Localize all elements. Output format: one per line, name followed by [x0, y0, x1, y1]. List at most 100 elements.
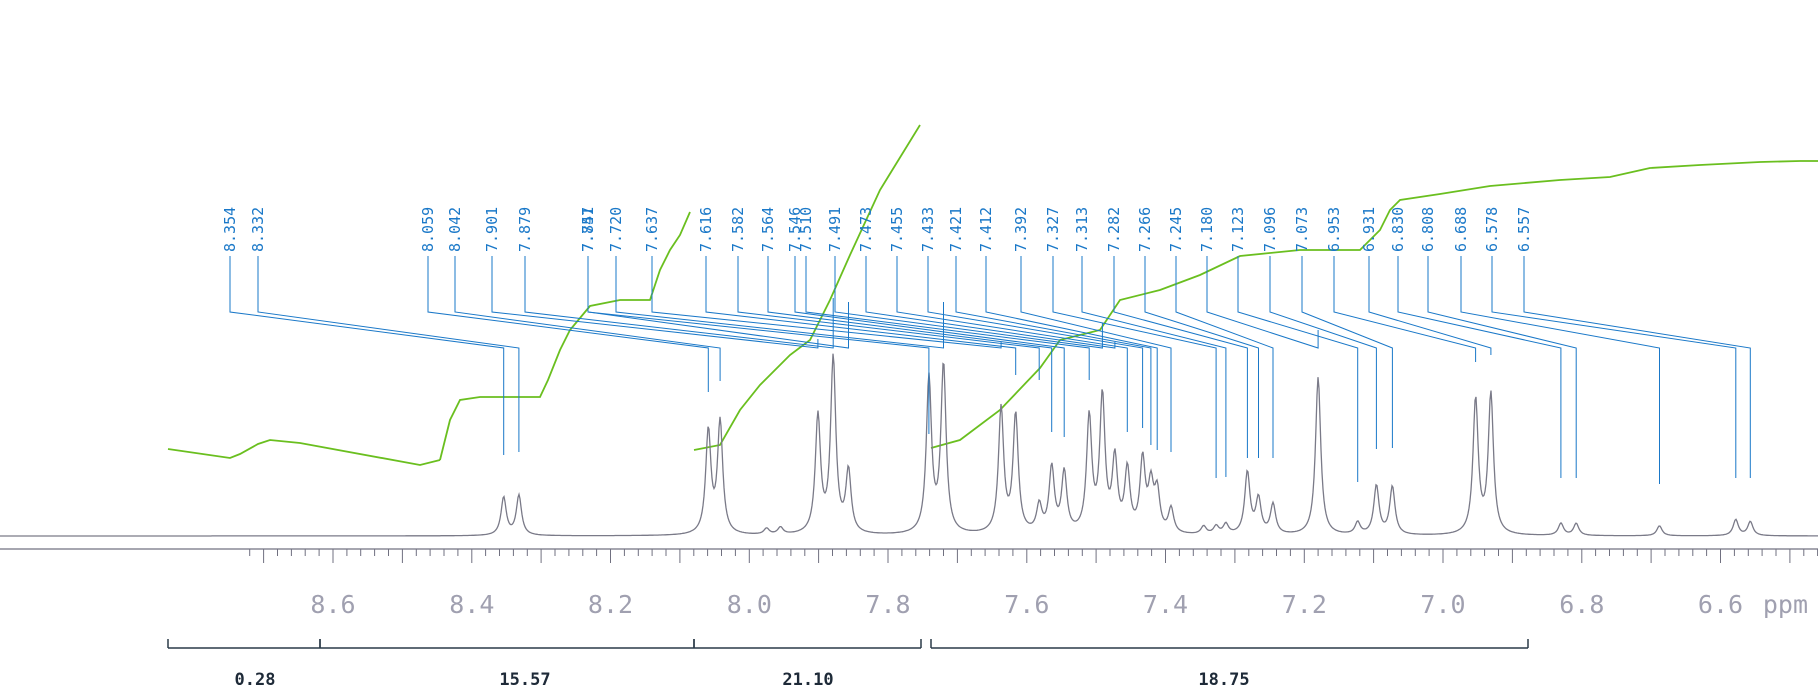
- peak-markers: 8.354 8.332 8.059 8.042 7.901 7.879 7.8577.741…: [221, 207, 1751, 484]
- peak-label: 7.741: [579, 207, 597, 252]
- peak-label: 6.557: [1515, 207, 1533, 252]
- peak-marker-line: [1460, 256, 1660, 484]
- tick-label: 8.2: [588, 590, 633, 619]
- peak-marker-line: [1237, 256, 1359, 482]
- peak-marker-line: [1333, 256, 1477, 362]
- integral-value: 0.28: [235, 670, 276, 690]
- peak-marker-line: [1301, 256, 1393, 448]
- integral-value: 15.57: [499, 670, 550, 690]
- peak-label: 8.042: [446, 207, 464, 252]
- peak-marker-line: [1113, 256, 1248, 458]
- peak-label: 7.245: [1167, 207, 1185, 252]
- tick-label: 7.6: [1004, 590, 1049, 619]
- integral-curve: [167, 439, 441, 466]
- tick-label: 8.0: [727, 590, 772, 619]
- peak-label: 7.455: [888, 207, 906, 252]
- peak-marker-line: [834, 256, 1103, 349]
- peak-marker-line: [1144, 256, 1259, 458]
- peak-label: 8.354: [221, 207, 239, 252]
- peak-label: 7.564: [759, 207, 777, 252]
- peak-marker-line: [1368, 256, 1492, 355]
- peak-marker-line: [229, 256, 505, 455]
- peak-marker-line: [454, 256, 721, 381]
- peak-label: 6.808: [1419, 207, 1437, 252]
- peak-marker-line: [1523, 256, 1751, 478]
- spectrum-line: [0, 353, 1818, 537]
- peak-marker-line: [1397, 256, 1562, 478]
- peak-label: 7.327: [1044, 207, 1062, 252]
- tick-label: 6.6: [1698, 590, 1743, 619]
- peak-marker-line: [1491, 256, 1737, 478]
- integral-value: 21.10: [782, 670, 833, 690]
- peak-label: 7.266: [1136, 207, 1154, 252]
- peak-label: 7.282: [1105, 207, 1123, 252]
- peak-label: 6.830: [1389, 207, 1407, 252]
- tick-label: 7.8: [865, 590, 910, 619]
- peak-marker-line: [491, 256, 819, 349]
- peak-marker-line: [794, 256, 1065, 437]
- peak-label: 7.857: [579, 207, 597, 252]
- tick-label: 7.4: [1143, 590, 1188, 619]
- peak-label: 7.720: [607, 207, 625, 252]
- integral-curves: [167, 124, 1818, 466]
- peak-marker-line: [524, 256, 834, 349]
- peak-label: 7.123: [1229, 207, 1247, 252]
- spectrum-trace: [0, 353, 1818, 537]
- tick-label: 8.6: [310, 590, 355, 619]
- peak-marker-line: [257, 256, 520, 452]
- peak-marker-line: [1081, 256, 1227, 477]
- peak-label: 7.433: [919, 207, 937, 252]
- peak-label: 7.510: [797, 207, 815, 252]
- peak-label: 8.332: [249, 207, 267, 252]
- peak-label: 8.059: [419, 207, 437, 252]
- peak-label: 7.073: [1293, 207, 1311, 252]
- peak-label: 7.582: [729, 207, 747, 252]
- peak-marker-line: [587, 256, 930, 434]
- peak-marker-line: [1269, 256, 1377, 449]
- peak-label: 7.637: [643, 207, 661, 252]
- peak-label: 7.616: [697, 207, 715, 252]
- peak-marker-line: [737, 256, 1040, 380]
- peak-label: 7.392: [1012, 207, 1030, 252]
- peak-label: 7.879: [516, 207, 534, 252]
- peak-marker-line: [955, 256, 1152, 445]
- tick-label: 6.8: [1559, 590, 1604, 619]
- peak-label: 6.578: [1483, 207, 1501, 252]
- integral-curve: [693, 124, 921, 451]
- peak-label: 6.953: [1325, 207, 1343, 252]
- peak-label: 7.901: [483, 207, 501, 252]
- integral-value: 18.75: [1198, 670, 1249, 690]
- x-axis-unit-label: ppm: [1763, 590, 1808, 619]
- peak-label: 7.180: [1198, 207, 1216, 252]
- peak-marker-line: [705, 256, 1017, 375]
- peak-label: 7.473: [857, 207, 875, 252]
- integral-brackets: 0.28 15.57 21.10 18.75: [167, 639, 1529, 690]
- peak-label: 7.491: [826, 207, 844, 252]
- peak-marker-line: [615, 256, 944, 349]
- peak-label: 7.412: [977, 207, 995, 252]
- peak-label: 7.313: [1073, 207, 1091, 252]
- peak-marker-line: [1175, 256, 1274, 458]
- peak-marker-line: [1206, 256, 1319, 349]
- peak-label: 7.546: [786, 207, 804, 252]
- ppm-axis: 8.68.48.28.07.87.67.47.27.06.86.66.4: [0, 548, 1818, 619]
- peak-marker-line: [651, 256, 1002, 349]
- peak-label: 7.096: [1261, 207, 1279, 252]
- integral-curve: [930, 160, 1818, 449]
- peak-marker-line: [1427, 256, 1577, 478]
- peak-label: 6.931: [1360, 207, 1378, 252]
- peak-label: 6.688: [1452, 207, 1470, 252]
- peak-marker-line: [427, 256, 709, 392]
- peak-label: 7.421: [947, 207, 965, 252]
- peak-marker-line: [985, 256, 1158, 450]
- peak-marker-line: [1020, 256, 1172, 452]
- peak-marker-line: [896, 256, 1128, 432]
- peak-marker-line: [927, 256, 1144, 428]
- peak-marker-line: [1052, 256, 1217, 478]
- tick-label: 8.4: [449, 590, 494, 619]
- tick-label: 7.2: [1282, 590, 1327, 619]
- peak-marker-line: [805, 256, 1090, 380]
- tick-label: 7.0: [1420, 590, 1465, 619]
- peak-marker-line: [767, 256, 1053, 432]
